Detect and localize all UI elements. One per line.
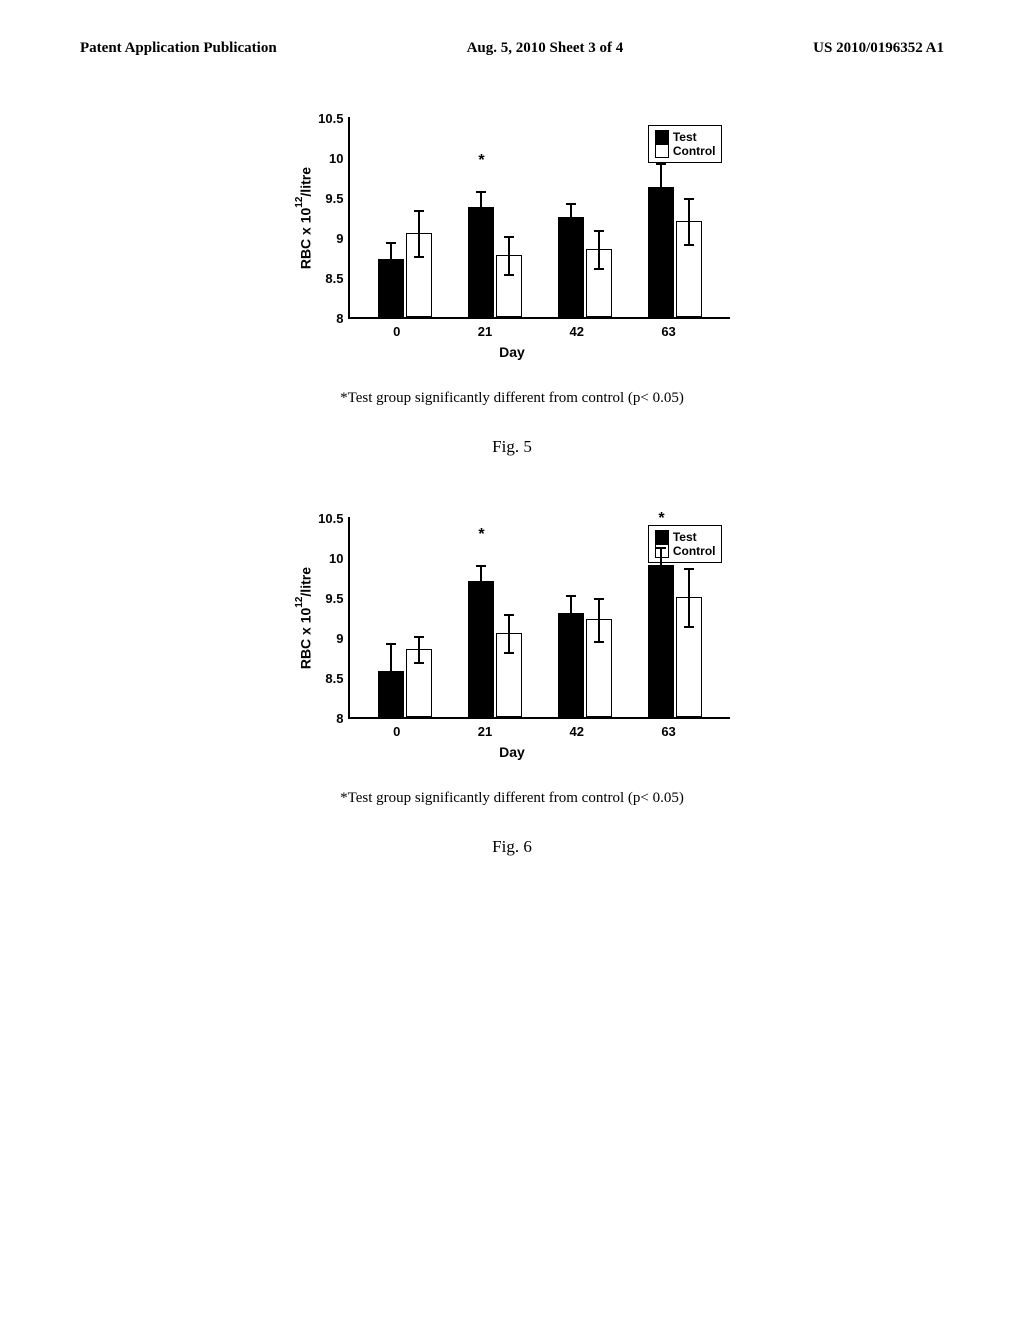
bar-control	[406, 649, 432, 717]
x-tick-labels: 0 21 42 63	[310, 324, 715, 339]
significance-mark: *	[478, 152, 484, 170]
figure-6: RBC x 1012/litre 10.5 10 9.5 9 8.5 8 Tes…	[80, 517, 944, 857]
legend-label-test: Test	[673, 530, 697, 544]
bar-group	[558, 613, 612, 717]
bar-group	[558, 217, 612, 317]
bar-group: *	[468, 581, 522, 717]
bar-control	[496, 255, 522, 317]
legend-label-test: Test	[673, 130, 697, 144]
bar-control	[496, 633, 522, 717]
x-tick: 0	[393, 724, 400, 739]
x-tick: 21	[478, 724, 492, 739]
bar-test: *	[648, 187, 674, 317]
bar-group: *	[468, 207, 522, 317]
plot-area-fig6: Test Control * *	[348, 517, 730, 719]
significance-mark: *	[658, 510, 664, 528]
bar-test: *	[648, 565, 674, 717]
page-header: Patent Application Publication Aug. 5, 2…	[80, 40, 944, 57]
x-tick: 0	[393, 324, 400, 339]
x-axis-label: Day	[499, 744, 525, 760]
bar-control	[676, 221, 702, 317]
significance-mark: *	[658, 132, 664, 150]
legend-swatch-test	[655, 530, 669, 544]
figure-label-6: Fig. 6	[80, 837, 944, 857]
y-axis-ticks: 10.5 10 9.5 9 8.5 8	[318, 519, 343, 719]
x-tick: 63	[661, 324, 675, 339]
x-axis-label: Day	[499, 344, 525, 360]
bar-test	[378, 259, 404, 317]
figure-label-5: Fig. 5	[80, 437, 944, 457]
bar-control	[586, 249, 612, 317]
bar-group: *	[648, 187, 702, 317]
legend-label-control: Control	[673, 144, 716, 158]
y-axis-label: RBC x 1012/litre	[294, 167, 314, 269]
bar-group	[378, 649, 432, 717]
y-axis-label: RBC x 1012/litre	[294, 567, 314, 669]
x-tick: 42	[570, 724, 584, 739]
bar-control	[676, 597, 702, 717]
header-left: Patent Application Publication	[80, 40, 277, 57]
bar-test: *	[468, 207, 494, 317]
x-tick: 21	[478, 324, 492, 339]
bar-test: *	[468, 581, 494, 717]
x-tick: 63	[661, 724, 675, 739]
x-tick: 42	[570, 324, 584, 339]
figure-5: RBC x 1012/litre 10.5 10 9.5 9 8.5 8 Tes…	[80, 117, 944, 457]
header-right: US 2010/0196352 A1	[813, 40, 944, 57]
bar-test	[558, 613, 584, 717]
y-axis-ticks: 10.5 10 9.5 9 8.5 8	[318, 119, 343, 319]
bar-test	[378, 671, 404, 717]
bar-group: *	[648, 565, 702, 717]
plot-area-fig5: Test Control * *	[348, 117, 730, 319]
bar-test	[558, 217, 584, 317]
legend-label-control: Control	[673, 544, 716, 558]
significance-mark: *	[478, 526, 484, 544]
x-tick-labels: 0 21 42 63	[310, 724, 715, 739]
legend: Test Control	[648, 525, 723, 563]
bar-control	[586, 619, 612, 717]
caption-fig5: *Test group significantly different from…	[80, 390, 944, 407]
bar-group	[378, 233, 432, 317]
caption-fig6: *Test group significantly different from…	[80, 790, 944, 807]
bar-control	[406, 233, 432, 317]
header-center: Aug. 5, 2010 Sheet 3 of 4	[467, 40, 624, 57]
